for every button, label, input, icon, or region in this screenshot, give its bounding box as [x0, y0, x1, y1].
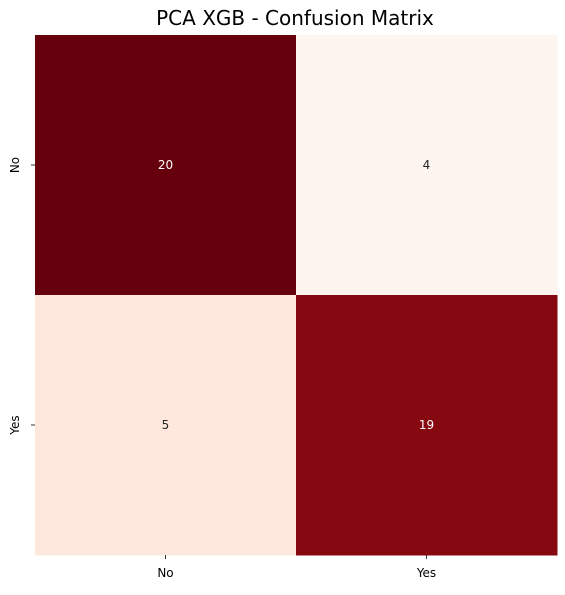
heatmap-cell-yes-yes: [296, 295, 558, 556]
heatmap-cell-no-no: [35, 35, 297, 296]
y-axis: No Yes: [8, 157, 35, 436]
y-tick-label: No: [8, 157, 22, 173]
heatmap-cells: 20 4 5 19: [35, 35, 558, 556]
x-tick-label: Yes: [416, 566, 436, 580]
x-axis: No Yes: [157, 555, 436, 580]
y-tick-label: Yes: [8, 415, 22, 435]
cell-value-label: 5: [162, 418, 170, 432]
heatmap-cell-no-yes: [296, 35, 558, 296]
heatmap-cell-yes-no: [35, 295, 297, 556]
x-tick-label: No: [157, 566, 173, 580]
cell-value-label: 19: [419, 418, 434, 432]
chart-title: PCA XGB - Confusion Matrix: [156, 6, 434, 30]
cell-value-label: 20: [158, 158, 173, 172]
cell-value-label: 4: [423, 158, 431, 172]
